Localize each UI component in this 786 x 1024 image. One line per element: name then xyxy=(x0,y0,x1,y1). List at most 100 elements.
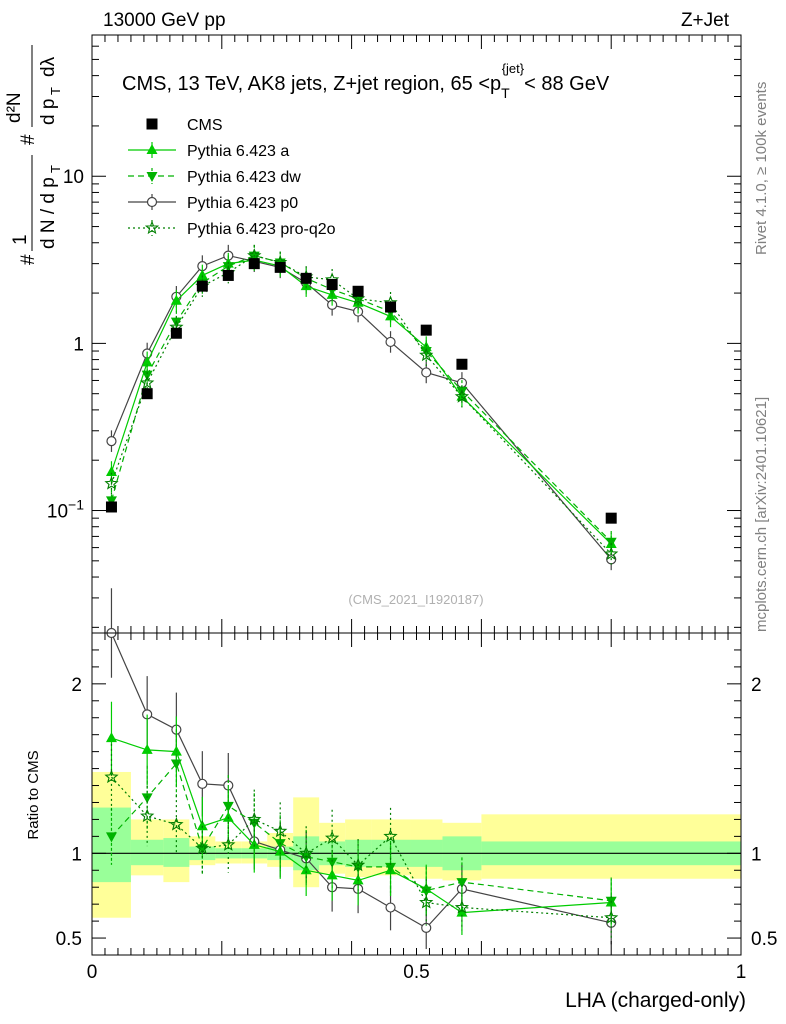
main-point-proq2o xyxy=(140,375,155,390)
ratio-line-p0 xyxy=(110,632,612,929)
ylabel-t1: T xyxy=(48,165,63,173)
main-point-a xyxy=(141,356,153,367)
main-y-tick-label: 10−1 xyxy=(47,497,84,523)
rivet-label: Rivet 4.1.0, ≥ 100k events xyxy=(753,82,770,255)
legend-marker-proq2o xyxy=(144,220,160,235)
ratio-band-stat xyxy=(130,839,164,866)
main-y-tick-label: 10 xyxy=(63,167,84,188)
title-sup: {jet} xyxy=(502,61,525,76)
legend: CMS Pythia 6.423 a Pythia 6.423 dw Pythia 6… xyxy=(128,117,336,238)
analysis-watermark: (CMS_2021_I1920187) xyxy=(348,592,483,607)
legend-label-a: Pythia 6.423 a xyxy=(187,143,289,160)
ratio-y-tick-label: 1 xyxy=(71,844,82,865)
ratio-point-p0 xyxy=(385,902,396,913)
main-point-dw xyxy=(420,347,432,358)
mcplots-label: mcplots.cern.ch [arXiv:2401.10621] xyxy=(753,397,770,632)
main-point-cms xyxy=(141,388,153,400)
ratio-point-a xyxy=(196,820,208,831)
main-point-cms xyxy=(300,272,312,284)
main-line-a xyxy=(110,259,612,545)
main-line-proq2o xyxy=(110,254,612,555)
main-point-p0 xyxy=(106,436,117,447)
ratio-point-dw xyxy=(141,793,153,804)
main-point-cms xyxy=(274,261,286,273)
main-point-cms xyxy=(420,324,432,336)
main-point-proq2o xyxy=(419,347,434,362)
x-tick-label: 1 xyxy=(736,962,747,983)
main-point-cms xyxy=(222,269,234,281)
ratio-point-proq2o xyxy=(383,828,398,843)
ylabel-one: 1 xyxy=(10,234,31,245)
x-tick-label: 0.5 xyxy=(403,962,429,983)
main-point-cms xyxy=(605,512,617,524)
main-point-a xyxy=(105,466,117,477)
main-point-proq2o xyxy=(350,291,366,305)
ratio-point-dw xyxy=(385,862,397,873)
ylabel-hash1: # xyxy=(18,254,39,265)
main-point-cms xyxy=(170,327,182,339)
ratio-point-p0 xyxy=(421,922,432,933)
main-line-p0 xyxy=(110,254,612,560)
header-left: 13000 GeV pp xyxy=(103,10,226,31)
ratio-point-proq2o xyxy=(247,811,262,826)
main-point-cms xyxy=(326,279,338,291)
ratio-point-p0 xyxy=(197,778,208,789)
main-y-tick-label: 1 xyxy=(73,334,84,355)
legend-label-proq2o: Pythia 6.423 pro-q2o xyxy=(187,221,336,238)
ratio-y-tick-label-right: 2 xyxy=(751,675,762,696)
main-point-dw xyxy=(105,496,117,507)
title-prefix: CMS, 13 TeV, AK8 jets, Z+jet region, 65 … xyxy=(122,73,501,95)
ratio-line-a xyxy=(111,737,612,914)
main-point-cms xyxy=(196,280,208,292)
ylabel-hash2: # xyxy=(18,134,39,145)
main-point-proq2o xyxy=(454,389,470,403)
legend-label-dw: Pythia 6.423 dw xyxy=(187,169,301,186)
main-point-cms xyxy=(248,258,260,270)
ylabel-d2n: d²N xyxy=(4,92,25,123)
main-point-proq2o xyxy=(104,476,119,490)
ratio-point-proq2o xyxy=(324,830,340,845)
main-point-p0 xyxy=(421,367,432,378)
ratio-point-dw xyxy=(420,886,432,897)
ratio-line-proq2o xyxy=(111,776,612,919)
main-point-cms xyxy=(105,501,117,513)
ratio-point-proq2o xyxy=(273,823,288,838)
legend-marker-p0 xyxy=(146,196,158,208)
ratio-point-proq2o xyxy=(169,817,184,831)
ratio-point-proq2o xyxy=(350,857,366,872)
title-sub: T xyxy=(501,85,510,101)
ratio-band-stat xyxy=(163,838,190,867)
main-point-cms xyxy=(456,358,468,370)
ratio-point-dw xyxy=(105,832,117,843)
main-point-proq2o xyxy=(604,546,619,561)
ylabel-dn: d N / d p xyxy=(38,177,59,249)
ratio-line-dw xyxy=(111,762,612,902)
ratio-point-proq2o xyxy=(299,845,314,860)
main-ylabel: # 1 d N / d p T # d²N d p T dλ xyxy=(4,45,63,265)
legend-marker-cms xyxy=(146,118,158,130)
legend-label-p0: Pythia 6.423 p0 xyxy=(187,195,298,212)
ratio-plot-area: 0.5 0.51 12 20 0.5 1 xyxy=(56,588,777,983)
ratio-point-proq2o xyxy=(419,895,434,909)
ratio-point-a xyxy=(105,732,117,743)
x-axis-label: LHA (charged-only) xyxy=(565,989,746,1012)
ratio-point-dw xyxy=(326,857,338,868)
main-point-cms xyxy=(352,285,364,297)
main-point-cms xyxy=(385,301,397,313)
ratio-y-tick-label-right: 0.5 xyxy=(751,929,777,950)
main-plot-area: 10−1 1 10 xyxy=(47,34,742,634)
ylabel-t2: T xyxy=(48,87,63,95)
ratio-y-tick-label: 0.5 xyxy=(56,929,82,950)
main-point-p0 xyxy=(385,336,396,348)
ratio-point-proq2o xyxy=(604,910,619,924)
legend-marker-a xyxy=(146,144,158,154)
ratio-point-dw xyxy=(170,759,182,770)
ratio-point-a xyxy=(326,869,338,880)
ratio-point-proq2o xyxy=(454,900,469,914)
ratio-point-dw xyxy=(222,801,234,812)
ratio-point-proq2o xyxy=(221,837,236,851)
legend-marker-dw xyxy=(146,172,158,182)
title-suffix: < 88 GeV xyxy=(524,73,610,95)
ratio-y-tick-label-right: 1 xyxy=(751,844,762,865)
